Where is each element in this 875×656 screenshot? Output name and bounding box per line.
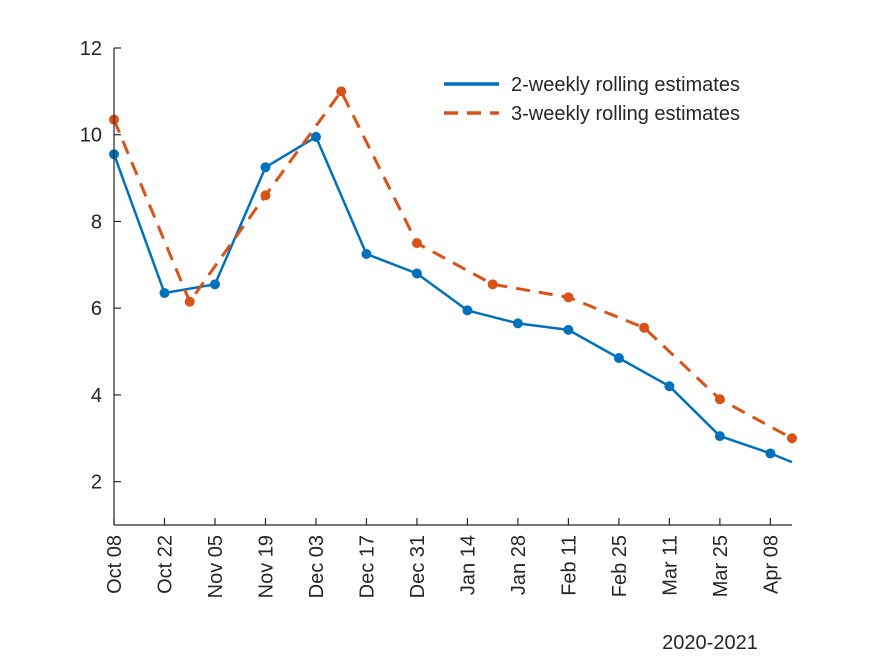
- x-tick-label: Mar 25: [710, 535, 732, 597]
- y-tick-label: 8: [91, 211, 102, 233]
- x-tick-label: Feb 11: [558, 535, 580, 596]
- data-point: [512, 318, 523, 329]
- axes: 2 4 6 8 10 12 Oct 08 Oct 22 Nov 05 Nov 19 Dec 03 De…: [80, 38, 792, 598]
- data-point: [411, 238, 422, 249]
- data-point: [563, 324, 574, 335]
- x-tick-label: Feb 25: [609, 535, 631, 597]
- data-point: [411, 268, 422, 279]
- x-tick-label: Oct 08: [104, 535, 126, 594]
- data-point: [260, 162, 271, 173]
- data-point: [260, 190, 271, 201]
- x-tick-label: Dec 03: [306, 535, 328, 598]
- data-point: [310, 131, 321, 142]
- series-line: [112, 135, 793, 464]
- series-1: [109, 131, 793, 464]
- y-tick-label: 2: [91, 472, 102, 494]
- x-tick-label: Jan 28: [508, 535, 530, 595]
- data-point: [462, 305, 473, 316]
- series-2: [109, 86, 797, 444]
- x-tick-label: Mar 11: [659, 535, 681, 596]
- data-point: [613, 353, 624, 364]
- data-point: [639, 322, 650, 333]
- legend-label: 2-weekly rolling estimates: [511, 74, 740, 96]
- data-point: [209, 279, 220, 290]
- x-tick-label: Dec 17: [356, 535, 378, 598]
- data-point: [159, 288, 170, 299]
- x-tick-label: Nov 19: [255, 535, 277, 598]
- x-tick-label: Dec 31: [407, 535, 429, 598]
- series-line: [112, 89, 793, 440]
- data-point: [714, 394, 725, 405]
- plot-area: [109, 86, 797, 464]
- legend-label: 3-weekly rolling estimates: [511, 103, 740, 125]
- legend: 2-weekly rolling estimates 3-weekly rolli…: [444, 74, 740, 125]
- data-point: [765, 448, 776, 459]
- x-tick-label: Oct 22: [154, 535, 176, 594]
- y-tick-label: 4: [91, 385, 102, 407]
- x-axis-label: 2020-2021: [662, 632, 758, 654]
- data-point: [664, 381, 675, 392]
- y-tick-label: 10: [80, 125, 102, 147]
- data-point: [184, 296, 195, 307]
- data-point: [787, 433, 797, 444]
- data-point: [336, 86, 347, 97]
- y-tick-label: 6: [91, 298, 102, 320]
- x-tick-label: Nov 05: [205, 535, 227, 598]
- data-point: [487, 279, 498, 290]
- x-tick-label: Jan 14: [457, 535, 479, 595]
- data-point: [714, 431, 725, 442]
- data-point: [361, 248, 372, 259]
- data-point: [563, 292, 574, 303]
- x-tick-label: Apr 08: [760, 535, 782, 594]
- y-tick-label: 12: [80, 38, 102, 60]
